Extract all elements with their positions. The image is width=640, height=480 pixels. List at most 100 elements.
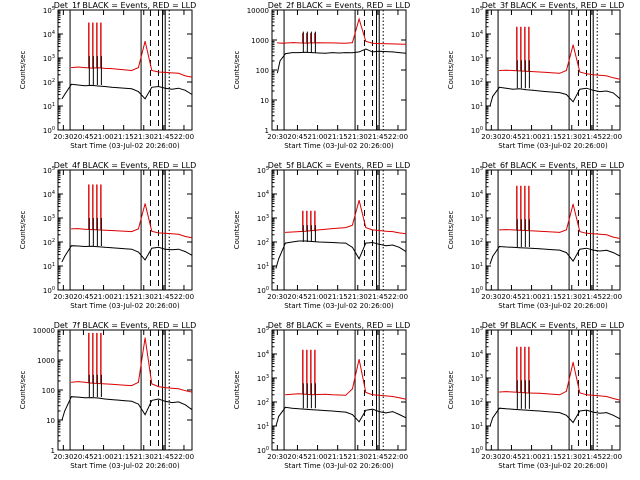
chart-6-xtick-label: 20:45 xyxy=(501,293,521,301)
chart-3-point-events xyxy=(606,90,607,92)
chart-9-point-events xyxy=(489,425,491,427)
chart-4-point-lld xyxy=(104,229,106,231)
chart-5-point-events xyxy=(378,243,380,245)
chart-2-point-lld xyxy=(293,42,294,43)
chart-9-point-events xyxy=(586,409,587,411)
chart-7-point-lld xyxy=(178,388,180,390)
chart-2-point-events xyxy=(325,52,326,54)
chart-1-xtick-label: 21:30 xyxy=(134,133,154,141)
chart-8-point-lld xyxy=(365,392,367,393)
chart-9-ytick-label: 101 xyxy=(471,422,483,431)
chart-8-point-events xyxy=(278,416,280,417)
chart-3-point-events xyxy=(545,91,547,92)
chart-7-point-lld xyxy=(138,381,139,383)
chart-7-ytick-label: 1000 xyxy=(37,357,55,365)
chart-5-point-events xyxy=(275,267,277,269)
chart-1-point-lld xyxy=(71,67,72,68)
chart-9-xtick-label: 21:45 xyxy=(582,453,602,461)
chart-7-point-lld xyxy=(124,384,126,386)
chart-1-point-lld xyxy=(117,68,119,70)
chart-4-point-events xyxy=(117,247,119,249)
chart-3-point-lld xyxy=(606,75,607,77)
chart-6-point-events xyxy=(525,247,527,249)
chart-9-xtick-label: 21:15 xyxy=(542,453,562,461)
chart-4-ytick-label: 100 xyxy=(43,286,55,295)
chart-2-point-events xyxy=(358,51,360,53)
chart-7-point-events xyxy=(151,400,153,401)
chart-3-xtick-label: 21:00 xyxy=(521,133,541,141)
chart-2-point-lld xyxy=(338,42,340,44)
chart-7-xtick-label: 20:30 xyxy=(53,453,73,461)
chart-2-point-events xyxy=(345,52,347,54)
chart-8-point-lld xyxy=(338,394,340,396)
chart-9-point-events xyxy=(566,414,567,416)
chart-7-point-events xyxy=(111,399,112,400)
chart-2-axes-box xyxy=(271,9,407,131)
chart-6-point-lld xyxy=(612,236,614,238)
chart-3-point-lld xyxy=(512,70,514,71)
chart-1-ytick-label: 105 xyxy=(43,6,55,15)
chart-6-point-events xyxy=(606,249,607,251)
chart-3-title: Det_3f BLACK = Events, RED = LLD xyxy=(482,1,625,10)
chart-1-ytick-label: 104 xyxy=(43,30,55,39)
chart-8-xtick-label: 20:45 xyxy=(287,453,307,461)
chart-9-series-events xyxy=(489,407,621,427)
chart-5-point-lld xyxy=(398,232,400,234)
chart-8-xlabel: Start Time (03-Jul-02 20:26:00) xyxy=(284,462,394,470)
chart-3-series-events xyxy=(489,86,621,107)
chart-7-xlabel: Start Time (03-Jul-02 20:26:00) xyxy=(70,462,180,470)
chart-5-point-events xyxy=(305,240,306,242)
chart-3-xtick-label: 21:30 xyxy=(562,133,582,141)
chart-2-point-events xyxy=(331,52,333,54)
chart-4-point-events xyxy=(91,245,92,247)
chart-6-point-events xyxy=(566,252,567,254)
chart-5-point-events xyxy=(372,242,373,243)
chart-8-ylabel: Counts/sec xyxy=(233,371,241,410)
chart-8-point-events xyxy=(305,408,306,410)
chart-9-xtick-label: 22:00 xyxy=(602,453,622,461)
chart-7-ytick-label: 10 xyxy=(46,417,55,425)
chart-3-xtick-label: 20:30 xyxy=(481,133,501,141)
chart-7-title: Det_7f BLACK = Events, RED = LLD xyxy=(54,321,197,330)
chart-5-point-lld xyxy=(392,231,393,233)
chart-8-point-events xyxy=(331,410,333,412)
chart-3-point-lld xyxy=(539,71,540,73)
chart-2-point-events xyxy=(318,52,320,54)
chart-7-point-lld xyxy=(171,387,173,389)
chart-4-point-events xyxy=(151,247,153,249)
chart-2-point-lld xyxy=(311,42,313,44)
chart-7-point-events xyxy=(104,398,106,400)
chart-1-point-events xyxy=(64,94,66,95)
chart-4-point-lld xyxy=(171,233,173,235)
chart-1-point-lld xyxy=(178,72,180,74)
chart-8-xtick-label: 21:00 xyxy=(307,453,327,461)
chart-9-ytick-label: 100 xyxy=(471,446,483,455)
chart-9-point-events xyxy=(532,410,534,411)
chart-6-point-events xyxy=(619,255,621,257)
chart-2-point-lld xyxy=(282,42,284,44)
chart-9-xtick-label: 20:45 xyxy=(501,453,521,461)
chart-8-ytick-label: 105 xyxy=(257,326,269,335)
chart-2-point-events xyxy=(279,60,281,62)
chart-5-point-lld xyxy=(331,228,333,230)
chart-6-point-lld xyxy=(586,232,587,234)
chart-9-point-lld xyxy=(512,391,514,393)
chart-8-point-events xyxy=(338,411,340,412)
chart-9-point-lld xyxy=(505,391,507,393)
chart-3-point-lld xyxy=(525,70,527,72)
chart-5-point-lld xyxy=(405,233,407,235)
chart-8-point-lld xyxy=(331,394,333,396)
chart-3-point-lld xyxy=(619,78,621,80)
chart-5-title: Det_5f BLACK = Events, RED = LLD xyxy=(268,161,411,170)
chart-3-xtick-label: 21:15 xyxy=(542,133,562,141)
chart-1-point-lld xyxy=(84,67,86,68)
chart-9-ytick-label: 102 xyxy=(471,398,483,407)
chart-4-point-lld xyxy=(191,237,193,239)
chart-1-point-events xyxy=(77,84,79,86)
chart-2-point-lld xyxy=(331,42,333,44)
chart-1-xtick-label: 21:15 xyxy=(114,133,134,141)
chart-9-point-events xyxy=(579,410,581,412)
chart-5-point-lld xyxy=(385,230,387,232)
chart-2-point-events xyxy=(276,72,278,74)
